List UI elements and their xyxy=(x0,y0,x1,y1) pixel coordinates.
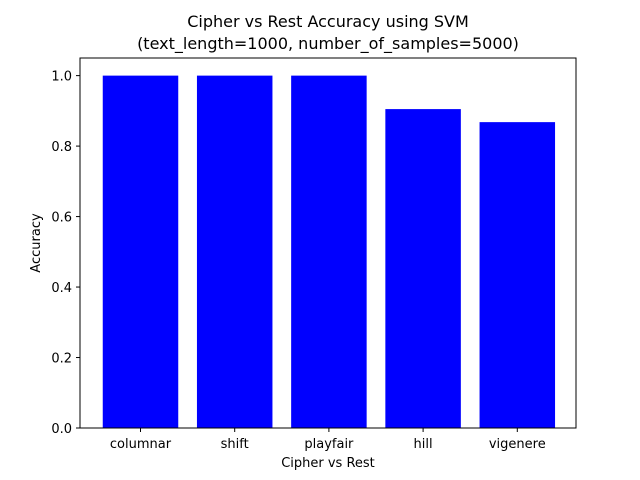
y-tick-label: 0.4 xyxy=(51,281,72,296)
y-tick-label: 0.2 xyxy=(51,352,72,367)
chart-title-line-2: (text_length=1000, number_of_samples=500… xyxy=(137,34,519,54)
x-tick-label: vigenere xyxy=(489,437,546,452)
x-tick-label: hill xyxy=(414,437,433,452)
x-tick-label: shift xyxy=(221,437,249,452)
y-axis: 0.0 0.2 0.4 0.6 0.8 1.0 xyxy=(51,70,80,437)
bar-vigenere xyxy=(479,122,556,428)
bar-shift xyxy=(196,75,273,428)
x-tick-label: playfair xyxy=(304,437,354,452)
plot-frame xyxy=(79,57,577,429)
x-axis: columnar shift playfair hill vigenere xyxy=(110,428,546,452)
x-tick-label: columnar xyxy=(110,437,172,452)
x-axis-label: Cipher vs Rest xyxy=(281,456,375,471)
bar-playfair xyxy=(291,75,367,428)
bars-group xyxy=(102,75,556,428)
y-tick-label: 0.8 xyxy=(51,140,72,155)
y-axis-label: Accuracy xyxy=(29,213,44,273)
bar-columnar xyxy=(102,75,179,428)
bar-hill xyxy=(385,109,461,428)
y-tick-label: 0.0 xyxy=(51,422,72,437)
chart-title-line-1: Cipher vs Rest Accuracy using SVM xyxy=(187,12,469,31)
y-tick-label: 1.0 xyxy=(51,70,72,85)
y-tick-label: 0.6 xyxy=(51,211,72,226)
